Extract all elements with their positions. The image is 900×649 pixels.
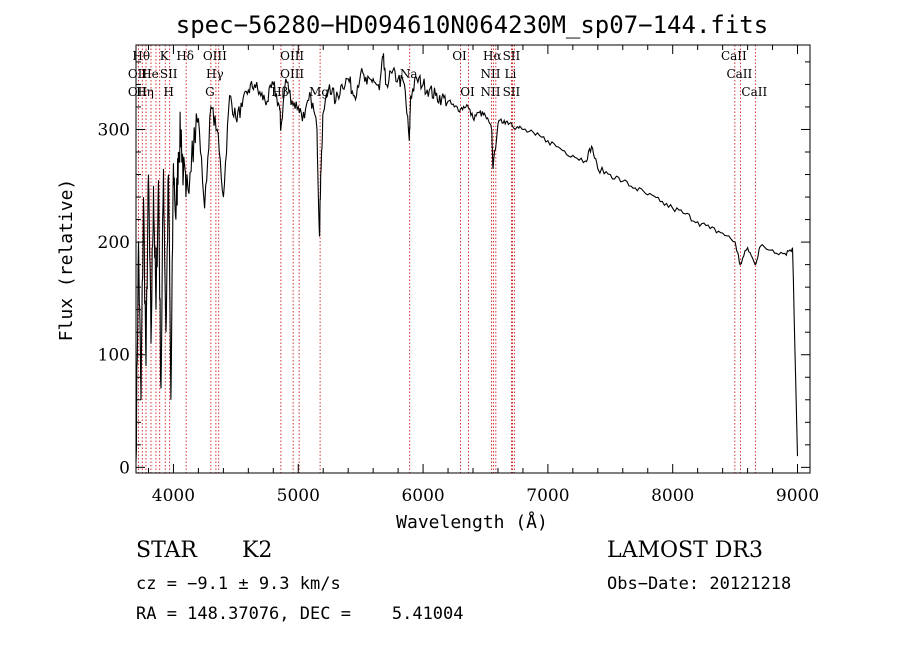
line-label: CaII (741, 85, 767, 99)
survey-name: LAMOST DR3 (607, 538, 763, 563)
observation-date: Obs−Date: 20121218 (607, 574, 792, 594)
line-label: Mg (309, 85, 329, 99)
x-tick-label: 8000 (651, 486, 694, 506)
line-label: Hη (136, 85, 154, 99)
y-tick-label: 0 (119, 458, 130, 478)
x-tick-label: 7000 (526, 486, 569, 506)
line-label: Hθ (132, 49, 150, 63)
object-class: STAR (136, 538, 197, 563)
line-label: Hα (483, 49, 502, 63)
x-tick-labels: 4000 5000 6000 7000 8000 9000 (152, 486, 819, 506)
y-tick-label: 200 (98, 233, 130, 253)
emission-line-markers (138, 45, 756, 473)
line-label: Hβ (271, 85, 288, 99)
line-label: K (160, 49, 170, 63)
y-tick-label: 100 (98, 346, 130, 366)
y-axis-label: Flux (relative) (56, 179, 77, 342)
x-tick-label: 6000 (401, 486, 444, 506)
line-label: OI (460, 85, 475, 99)
spectrum-line (135, 53, 799, 462)
line-label: G (205, 85, 215, 99)
line-label: CaII (726, 67, 752, 81)
line-label: H (163, 85, 173, 99)
x-axis-label: Wavelength (Å) (396, 511, 548, 533)
line-label: Hδ (176, 49, 194, 63)
line-label: SII (160, 67, 178, 81)
line-label: CaII (721, 49, 747, 63)
line-label: He (141, 67, 159, 81)
object-subclass: K2 (242, 538, 273, 563)
chart-title: spec−56280−HD094610N064230M_sp07−144.fit… (176, 11, 768, 39)
line-label: NII (480, 67, 500, 81)
coordinates: RA = 148.37076, DEC = 5.41004 (136, 604, 464, 624)
plot-frame (135, 44, 811, 474)
line-label: OIII (203, 49, 227, 63)
line-label: OII (128, 85, 148, 99)
x-tick-label: 9000 (776, 486, 819, 506)
y-tick-labels: 0 100 200 300 (98, 120, 130, 478)
y-tick-label: 300 (98, 120, 130, 140)
x-tick-label: 5000 (277, 486, 320, 506)
line-label: OI (452, 49, 467, 63)
axis-ticks (136, 45, 810, 473)
line-label: SII (503, 49, 521, 63)
emission-line-labels: OII OII Hθ Hη HeK SII H Hδ G OIII Hγ Hβ OIII OIII Mg Na… (128, 49, 768, 99)
line-label: SII (503, 85, 521, 99)
x-tick-label: 4000 (152, 486, 195, 506)
redshift-velocity: cz = −9.1 ± 9.3 km/s (136, 574, 341, 594)
line-label: Li (505, 67, 517, 81)
line-label: Na (400, 67, 418, 81)
line-label: OIII (280, 67, 304, 81)
line-label: OII (128, 67, 148, 81)
line-label: OIII (280, 49, 304, 63)
line-label: NII (480, 85, 500, 99)
line-label: Hγ (206, 67, 224, 81)
